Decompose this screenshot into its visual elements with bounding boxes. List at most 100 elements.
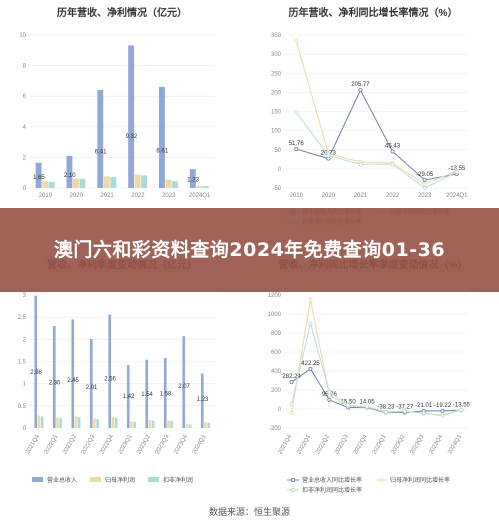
data-point bbox=[422, 177, 427, 182]
series-line bbox=[295, 40, 457, 185]
y-tick-label: 400 bbox=[271, 369, 282, 375]
data-point bbox=[358, 162, 363, 167]
bar bbox=[126, 365, 130, 428]
point-value-label: 205.77 bbox=[351, 82, 370, 88]
bar-value-label: 9.32 bbox=[126, 134, 138, 140]
data-point bbox=[327, 389, 332, 394]
y-tick-label: 0 bbox=[23, 186, 27, 192]
y-tick-label: 0 bbox=[278, 407, 282, 413]
point-value-label: -29.05 bbox=[416, 172, 434, 178]
legend-swatch bbox=[90, 477, 101, 482]
bar bbox=[79, 178, 86, 188]
bar bbox=[34, 295, 38, 428]
data-point bbox=[294, 147, 299, 152]
y-tick-label: 200 bbox=[271, 90, 282, 96]
x-tick-label: 2024Q1 bbox=[192, 433, 208, 455]
x-tick-label: 2023 bbox=[418, 193, 432, 199]
point-value-label: -13.55 bbox=[453, 402, 471, 408]
x-tick-label: 2023Q1 bbox=[372, 433, 388, 455]
y-tick-label: 100 bbox=[271, 129, 282, 135]
y-tick-label: 3 bbox=[23, 293, 27, 299]
data-point bbox=[440, 413, 445, 418]
x-tick-label: 2021 bbox=[100, 193, 114, 199]
y-tick-label: 1200 bbox=[268, 293, 282, 299]
point-value-label: -21.01 bbox=[415, 403, 433, 409]
series-line bbox=[295, 111, 457, 189]
data-point bbox=[346, 403, 351, 408]
x-tick-label: 2022Q3 bbox=[81, 433, 97, 455]
data-point bbox=[308, 297, 313, 302]
series-line bbox=[291, 368, 462, 414]
bar bbox=[97, 89, 104, 188]
x-tick-label: 2022 bbox=[386, 193, 400, 199]
data-point bbox=[358, 88, 363, 93]
bar bbox=[165, 179, 172, 188]
bar-value-label: 1.58 bbox=[160, 391, 172, 397]
overlay-banner[interactable]: 澳门六和彩资料查询2024年免费查询01-36 bbox=[0, 208, 499, 292]
bar bbox=[74, 416, 78, 428]
x-tick-label: 2022Q3 bbox=[334, 433, 350, 455]
bar bbox=[111, 416, 115, 428]
y-tick-label: 200 bbox=[271, 388, 282, 394]
bar-value-label: 1.54 bbox=[141, 392, 153, 398]
x-tick-label: 2020 bbox=[322, 193, 336, 199]
bar bbox=[71, 319, 75, 428]
bar bbox=[108, 314, 112, 428]
bar bbox=[93, 418, 96, 428]
bar-value-label: 2.01 bbox=[86, 385, 98, 391]
y-tick-label: 0 bbox=[278, 167, 282, 173]
x-tick-label: 2022Q1 bbox=[296, 433, 312, 455]
bar bbox=[96, 419, 99, 428]
bar bbox=[151, 420, 155, 428]
y-tick-label: 1.5 bbox=[18, 360, 27, 366]
bar-value-label: 2.30 bbox=[49, 380, 61, 386]
bar bbox=[73, 178, 79, 188]
legend-label: 归母净利润 bbox=[105, 476, 135, 484]
y-tick-label: 600 bbox=[271, 350, 282, 356]
y-tick-label: 6 bbox=[23, 94, 27, 100]
point-value-label: 422.25 bbox=[301, 361, 320, 367]
bar bbox=[170, 420, 173, 428]
x-tick-label: 2022Q1 bbox=[44, 433, 60, 455]
data-point bbox=[289, 402, 294, 407]
bar bbox=[188, 424, 192, 428]
data-point bbox=[294, 38, 299, 43]
data-point bbox=[422, 182, 427, 187]
bar bbox=[77, 417, 81, 428]
x-tick-label: 2023Q3 bbox=[410, 433, 426, 455]
legend-marker bbox=[378, 477, 384, 483]
x-tick-label: 2022Q4 bbox=[99, 433, 115, 455]
y-tick-label: -50 bbox=[272, 186, 281, 192]
bar bbox=[110, 176, 117, 188]
data-point bbox=[365, 404, 370, 409]
bar bbox=[130, 421, 133, 428]
legend-label: 扣非净利润 bbox=[163, 476, 193, 484]
x-tick-label: 2024Q1 bbox=[189, 193, 211, 199]
bar bbox=[200, 373, 204, 428]
point-value-label: -19.22 bbox=[434, 403, 452, 409]
data-source-note: 数据来源：恒生聚源 bbox=[208, 507, 290, 517]
point-value-label: 45.43 bbox=[385, 143, 401, 149]
y-tick-label: 0 bbox=[23, 426, 27, 432]
bar bbox=[37, 415, 41, 428]
bar bbox=[182, 336, 186, 428]
banner-text: 澳门六和彩资料查询2024年免费查询01-36 bbox=[53, 239, 446, 261]
bar bbox=[114, 417, 118, 428]
bar-value-label: 6.41 bbox=[95, 150, 107, 156]
data-point bbox=[308, 366, 313, 371]
bar bbox=[141, 175, 148, 188]
bar bbox=[207, 422, 210, 428]
x-tick-label: 2021Q4 bbox=[277, 433, 293, 455]
data-point bbox=[402, 409, 407, 414]
x-tick-label: 2023Q1 bbox=[118, 433, 134, 455]
legend-label: 营业总收入 bbox=[47, 476, 77, 484]
y-tick-label: 250 bbox=[271, 71, 282, 77]
bar-value-label: 2.45 bbox=[67, 378, 79, 384]
y-tick-label: -200 bbox=[269, 426, 282, 432]
bar bbox=[134, 174, 141, 188]
x-tick-label: 2019 bbox=[290, 193, 304, 199]
bar bbox=[103, 176, 110, 188]
bar bbox=[66, 155, 73, 188]
bar-value-label: 2.98 bbox=[30, 370, 42, 376]
x-tick-label: 2023Q4 bbox=[428, 433, 444, 455]
